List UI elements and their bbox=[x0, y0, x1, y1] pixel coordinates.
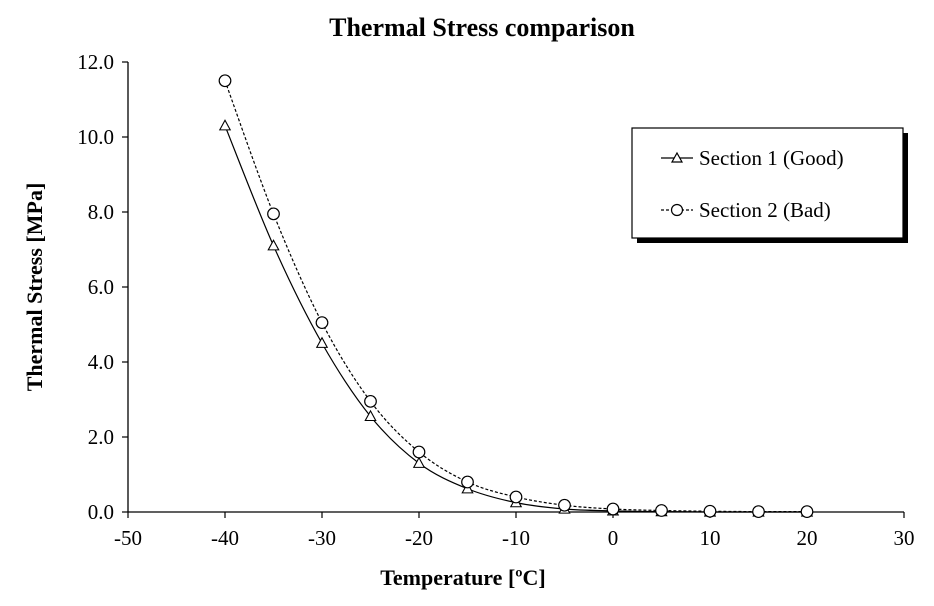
data-point-triangle bbox=[412, 456, 426, 468]
x-tick-label: 0 bbox=[608, 526, 619, 550]
data-point-circle bbox=[703, 504, 717, 518]
y-tick-label: 8.0 bbox=[88, 200, 114, 224]
data-point-circle bbox=[655, 504, 668, 517]
data-point-circle bbox=[364, 394, 377, 408]
data-point-triangle bbox=[364, 409, 377, 422]
x-tick-label: -10 bbox=[502, 526, 530, 550]
series-markers bbox=[218, 74, 814, 519]
data-point-circle bbox=[558, 498, 571, 512]
y-axis-label: Thermal Stress [MPa] bbox=[22, 183, 47, 392]
y-tick-label: 6.0 bbox=[88, 275, 114, 299]
y-tick-label: 10.0 bbox=[77, 125, 114, 149]
data-point-circle bbox=[606, 502, 620, 516]
x-tick-label: -20 bbox=[405, 526, 433, 550]
x-tick-label: 30 bbox=[894, 526, 915, 550]
x-tick-label: -50 bbox=[114, 526, 142, 550]
data-point-circle bbox=[752, 505, 765, 519]
legend-triangle-marker bbox=[670, 151, 684, 163]
data-point-circle bbox=[461, 475, 474, 489]
x-tick-label: -40 bbox=[211, 526, 239, 550]
data-point-triangle bbox=[315, 336, 329, 348]
legend-box bbox=[631, 127, 904, 239]
data-point-circle bbox=[800, 505, 814, 519]
x-tick-label: 10 bbox=[700, 526, 721, 550]
data-point-triangle bbox=[218, 119, 232, 131]
legend-circle-marker bbox=[670, 203, 684, 217]
y-tick-label: 0.0 bbox=[88, 500, 114, 524]
chart-title: Thermal Stress comparison bbox=[329, 13, 635, 42]
legend-label-section-2: Section 2 (Bad) bbox=[699, 198, 831, 222]
data-point-circle bbox=[509, 490, 523, 504]
legend-entry-section-2: Section 2 (Bad) bbox=[661, 198, 831, 222]
y-axis-ticks: 0.0 2.0 4.0 6.0 8.0 10.0 12.0 bbox=[77, 50, 128, 524]
x-axis-label: Temperature [ºC] bbox=[380, 565, 546, 590]
x-tick-label: 20 bbox=[797, 526, 818, 550]
y-tick-label: 4.0 bbox=[88, 350, 114, 374]
legend-entry-section-1: Section 1 (Good) bbox=[661, 146, 844, 170]
data-point-triangle bbox=[267, 239, 280, 251]
data-point-circle bbox=[412, 445, 426, 459]
legend-label-section-1: Section 1 (Good) bbox=[699, 146, 844, 170]
y-tick-label: 2.0 bbox=[88, 425, 114, 449]
data-point-circle bbox=[218, 74, 232, 88]
legend: Section 1 (Good) Section 2 (Bad) bbox=[631, 127, 908, 243]
data-point-circle bbox=[315, 316, 329, 330]
x-axis-ticks: -50 -40 -30 -20 -10 0 10 20 30 bbox=[114, 512, 915, 550]
y-tick-label: 12.0 bbox=[77, 50, 114, 74]
x-tick-label: -30 bbox=[308, 526, 336, 550]
data-point-circle bbox=[267, 207, 280, 221]
